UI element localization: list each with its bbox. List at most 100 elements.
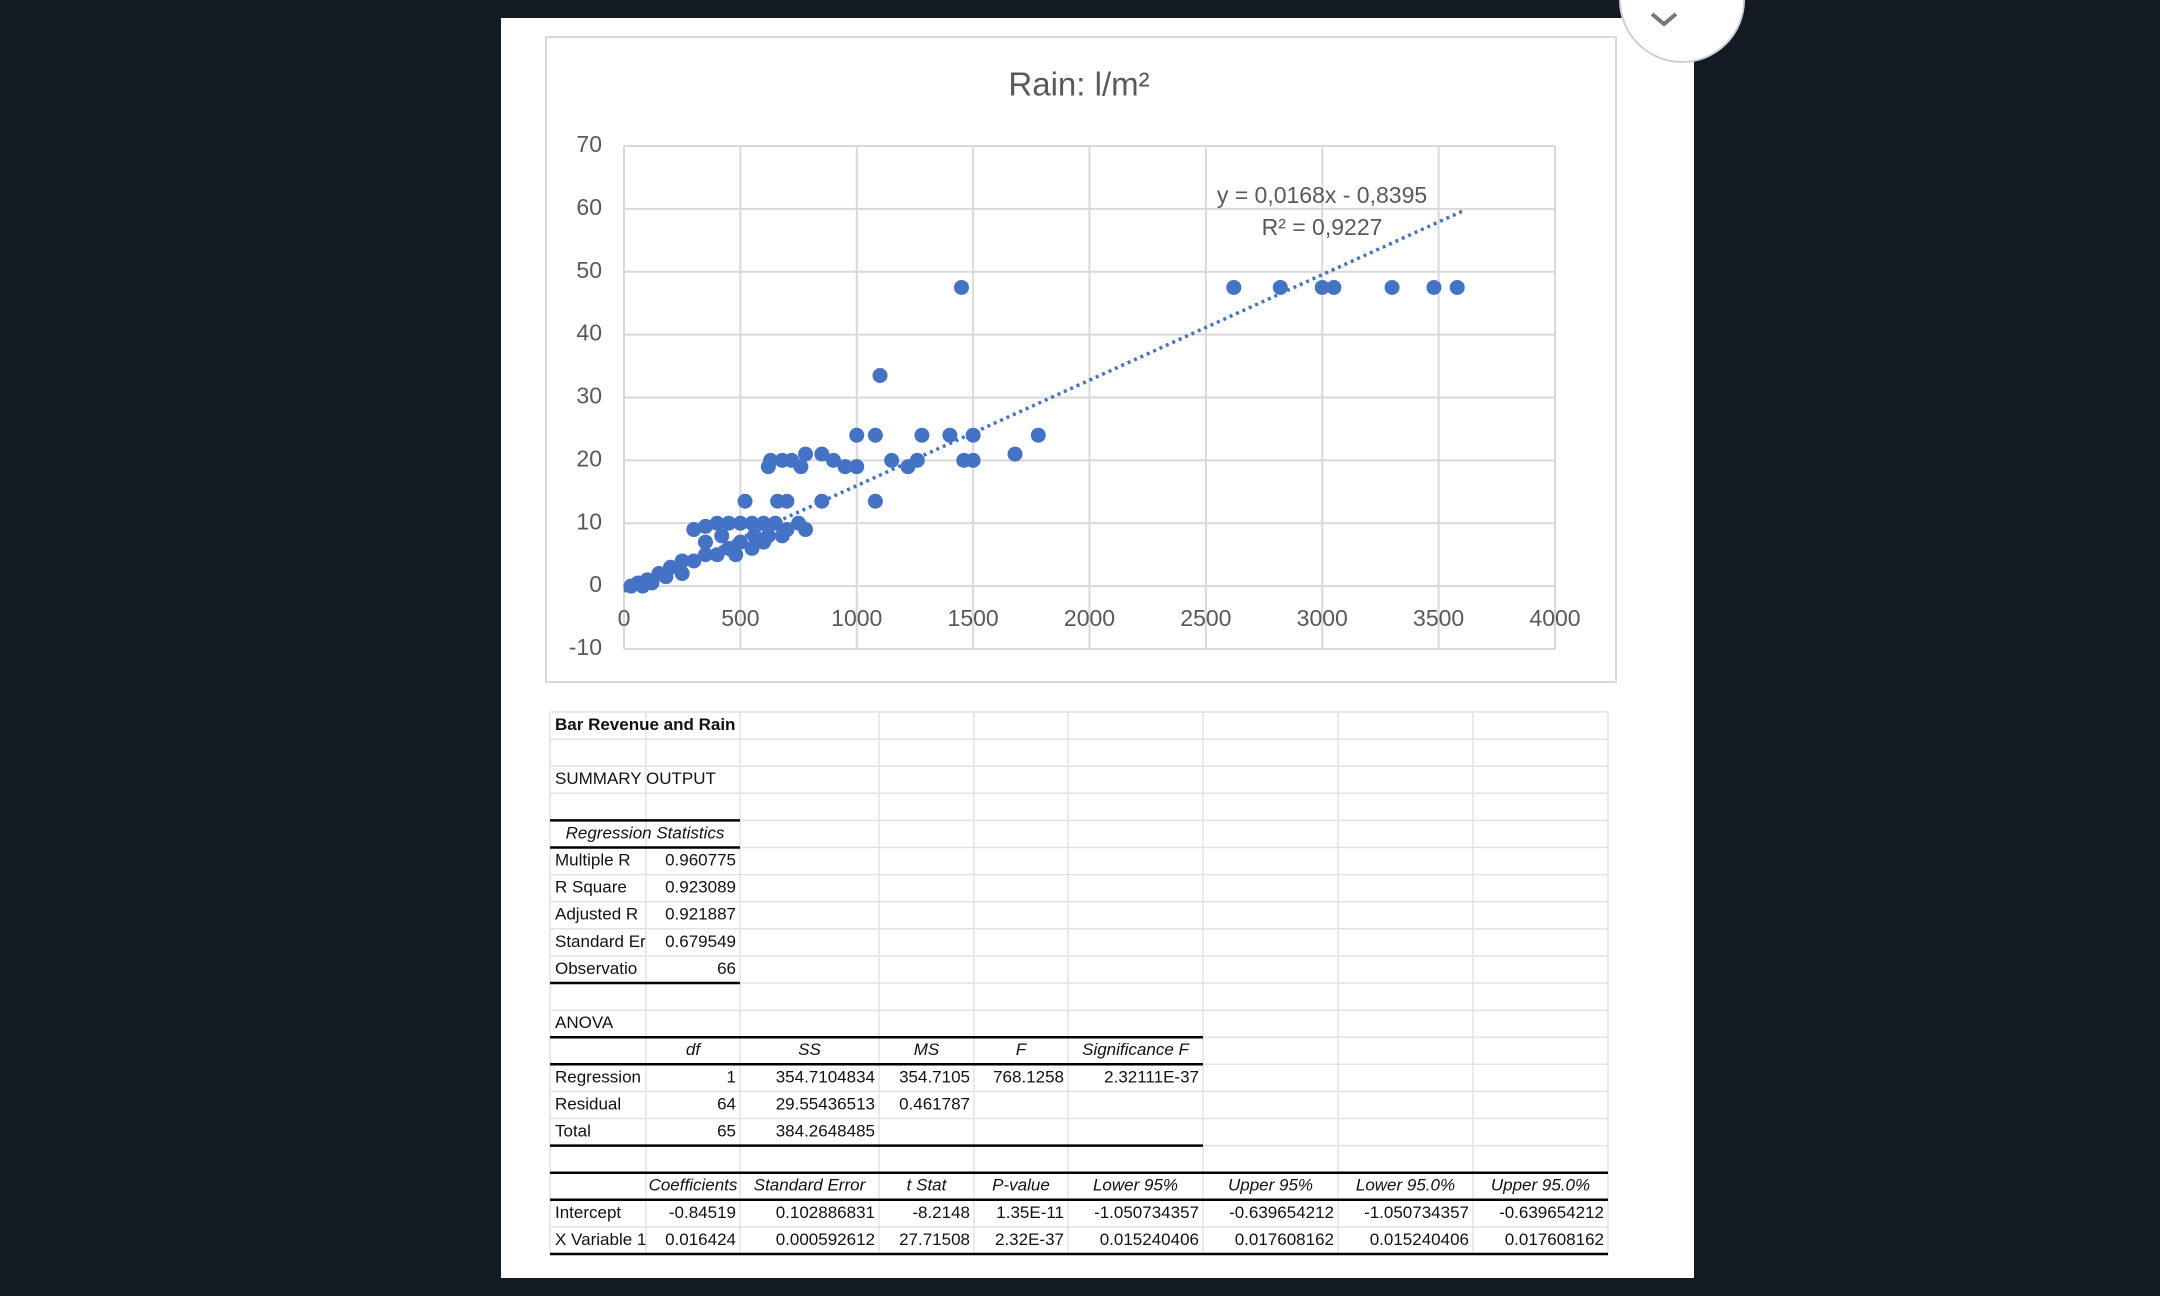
table-cell: Adjusted R bbox=[555, 905, 638, 924]
scatter-point bbox=[1007, 446, 1023, 462]
scatter-point bbox=[1030, 427, 1046, 443]
scatter-point bbox=[942, 427, 958, 443]
x-tick-label: 3500 bbox=[1413, 605, 1464, 631]
table-cell: Standard Er bbox=[555, 932, 646, 951]
scatter-point bbox=[814, 446, 830, 462]
table-cell: -0.639654212 bbox=[1229, 1203, 1334, 1222]
table-cell: 0.017608162 bbox=[1505, 1230, 1604, 1249]
table-cell: Observatio bbox=[555, 959, 637, 978]
scatter-point bbox=[849, 427, 865, 443]
regression-table: Bar Revenue and Rain SUMMARY OUTPUT Regres… bbox=[549, 711, 1609, 1256]
scatter-point bbox=[814, 493, 830, 509]
table-cell: Significance F bbox=[1082, 1040, 1190, 1059]
y-tick-label: 30 bbox=[576, 383, 602, 409]
x-tick-label: 0 bbox=[618, 605, 631, 631]
scatter-point bbox=[697, 534, 713, 550]
y-tick-label: 0 bbox=[589, 571, 602, 597]
scatter-point bbox=[709, 547, 725, 563]
table-cell: F bbox=[1016, 1040, 1028, 1059]
table-cell: Standard Error bbox=[754, 1176, 867, 1195]
scatter-point bbox=[779, 493, 795, 509]
table-cell: Multiple R bbox=[555, 851, 631, 870]
table-cell: 0.016424 bbox=[665, 1230, 736, 1249]
scatter-point bbox=[686, 522, 702, 538]
scatter-point bbox=[697, 518, 713, 534]
table-cell: 0.015240406 bbox=[1100, 1230, 1199, 1249]
trendline-equation: y = 0,0168x - 0,8395 bbox=[1217, 182, 1427, 208]
table-cell: Lower 95% bbox=[1093, 1176, 1178, 1195]
table-cell: -1.050734357 bbox=[1364, 1203, 1469, 1222]
scatter-point bbox=[884, 452, 900, 468]
table-cell: 0.000592612 bbox=[776, 1230, 875, 1249]
scatter-point bbox=[965, 427, 981, 443]
table-cell: 2.32111E-37 bbox=[1104, 1067, 1199, 1086]
scatter-point bbox=[1426, 279, 1442, 295]
table-cell: 0.679549 bbox=[665, 932, 736, 951]
y-tick-label: 20 bbox=[576, 445, 602, 471]
table-cell: t Stat bbox=[907, 1176, 948, 1195]
table-cell: 354.7104834 bbox=[776, 1067, 875, 1086]
x-tick-label: 4000 bbox=[1529, 605, 1580, 631]
scatter-point bbox=[732, 515, 748, 531]
x-tick-label: 3000 bbox=[1297, 605, 1348, 631]
table-cell: 354.7105 bbox=[899, 1067, 970, 1086]
scatter-point bbox=[1314, 279, 1330, 295]
scatter-point bbox=[872, 367, 888, 383]
table-cell: Regression bbox=[555, 1067, 641, 1086]
scatter-point bbox=[825, 452, 841, 468]
table-cell: 27.71508 bbox=[899, 1230, 970, 1249]
table-cell: 1.35E-11 bbox=[996, 1203, 1064, 1222]
trendline-r2: R² = 0,9227 bbox=[1262, 214, 1383, 240]
scatter-point bbox=[728, 547, 744, 563]
table-cell: Total bbox=[555, 1122, 591, 1141]
scatter-point bbox=[674, 553, 690, 569]
table-cell: Upper 95.0% bbox=[1491, 1176, 1590, 1195]
scatter-point bbox=[760, 459, 776, 475]
scatter-point bbox=[756, 534, 772, 550]
table-cell: 1 bbox=[727, 1067, 736, 1086]
scatter-point bbox=[744, 540, 760, 556]
y-tick-label: 60 bbox=[576, 194, 602, 220]
table-cell: 0.102886831 bbox=[776, 1203, 875, 1222]
plot-area: -10 0 10 20 30 40 50 60 70 0 500 1000 1500 2000 2500 30… bbox=[569, 131, 1581, 660]
table-cell: -0.639654212 bbox=[1499, 1203, 1604, 1222]
table-cell: 0.461787 bbox=[899, 1094, 970, 1113]
table-cell: -8.2148 bbox=[912, 1203, 970, 1222]
x-tick-label: 1500 bbox=[948, 605, 999, 631]
scatter-point bbox=[658, 569, 674, 585]
table-cell: MS bbox=[914, 1040, 940, 1059]
scatter-point bbox=[849, 459, 865, 475]
table-cell: R Square bbox=[555, 878, 627, 897]
table-cell: 0.960775 bbox=[665, 851, 736, 870]
scatter-point bbox=[1449, 279, 1465, 295]
scatter-point bbox=[635, 578, 651, 594]
table-cell: 66 bbox=[717, 959, 736, 978]
table-cell: Bar Revenue and Rain bbox=[555, 715, 735, 734]
close-button[interactable] bbox=[1619, 0, 1745, 63]
table-cell: X Variable 1 bbox=[555, 1230, 646, 1249]
table-cell: ANOVA bbox=[555, 1013, 614, 1032]
scatter-point bbox=[623, 578, 639, 594]
scatter-point bbox=[732, 534, 748, 550]
x-tick-label: 2000 bbox=[1064, 605, 1115, 631]
table-cell: Residual bbox=[555, 1094, 621, 1113]
scatter-point bbox=[798, 522, 814, 538]
y-tick-label: 50 bbox=[576, 257, 602, 283]
x-tick-label: 1000 bbox=[831, 605, 882, 631]
scatter-point bbox=[756, 515, 772, 531]
scatter-point bbox=[737, 493, 753, 509]
y-tick-label: 40 bbox=[576, 320, 602, 346]
table-cell: df bbox=[686, 1040, 702, 1059]
x-tick-label: 2500 bbox=[1180, 605, 1231, 631]
table-cell: 0.015240406 bbox=[1370, 1230, 1469, 1249]
table-cell: 0.923089 bbox=[665, 878, 736, 897]
scatter-point bbox=[674, 566, 690, 582]
table-cell: SS bbox=[798, 1040, 821, 1059]
table-cell: Upper 95% bbox=[1228, 1176, 1313, 1195]
table-cell: 384.2648485 bbox=[776, 1122, 875, 1141]
scatter-point bbox=[714, 528, 730, 544]
scatter-point bbox=[867, 493, 883, 509]
y-tick-label: 70 bbox=[576, 131, 602, 157]
close-icon[interactable] bbox=[1650, 12, 1678, 27]
